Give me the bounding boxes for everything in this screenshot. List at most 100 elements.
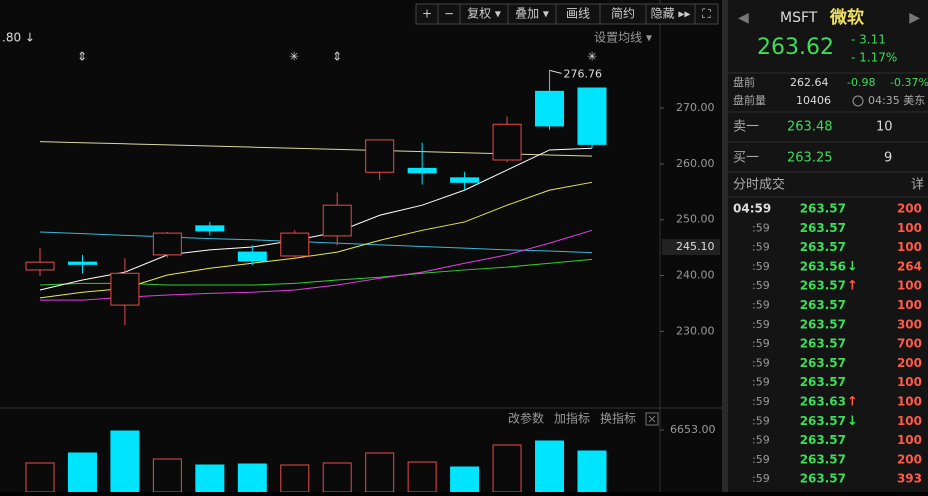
trade-time: :59 <box>752 279 770 292</box>
trade-vol: 100 <box>897 279 922 293</box>
trade-vol: 100 <box>897 375 922 389</box>
change-pct: - 1.17% <box>851 51 897 65</box>
toolbar-button-label[interactable]: − <box>444 7 454 21</box>
trade-arrow: ↓ <box>847 259 858 274</box>
indicator-button[interactable]: 换指标 <box>600 411 636 426</box>
indicator-close[interactable] <box>645 412 659 426</box>
candle-body <box>365 139 395 173</box>
next-arrow[interactable]: ▶ <box>909 10 920 26</box>
trade-time: :59 <box>752 318 770 331</box>
toolbar-button-label[interactable]: 叠加 ▾ <box>515 7 549 21</box>
symbol: MSFT <box>780 10 818 26</box>
ma-label: .80 ↓ <box>2 31 35 45</box>
trade-vol: 300 <box>897 317 922 331</box>
candle-body <box>110 272 140 306</box>
volume-bar <box>535 440 565 493</box>
ask-vol: 10 <box>876 120 893 135</box>
y-tick-label: 270.00 <box>676 101 715 114</box>
pre-price: 262.64 <box>790 76 829 89</box>
event-marker: ✳ <box>289 50 299 64</box>
trade-vol: 100 <box>897 414 922 428</box>
name: 微软 <box>829 7 864 28</box>
trade-time: :59 <box>752 472 770 485</box>
trade-vol: 100 <box>897 395 922 409</box>
pre-vol-label: 盘前量 <box>733 93 766 107</box>
prev-arrow[interactable]: ◀ <box>738 10 749 26</box>
trade-vol: 100 <box>897 221 922 235</box>
volume-bar <box>450 466 480 493</box>
trade-price: 263.57 <box>800 375 846 389</box>
trade-time: :59 <box>752 395 770 408</box>
trade-time: :59 <box>752 414 770 427</box>
candle-body <box>67 261 97 265</box>
trades-title: 分时成交 <box>733 177 785 193</box>
volume-tick-label: 6653.00 <box>670 423 716 436</box>
trade-arrow: ↓ <box>847 414 858 429</box>
candle-body <box>280 232 310 257</box>
volume-bar <box>195 464 225 493</box>
candle-body <box>535 90 565 127</box>
y-tick-label: 240.00 <box>676 269 715 282</box>
trade-time: :59 <box>752 299 770 312</box>
toolbar-button-label[interactable]: 复权 ▾ <box>467 7 501 21</box>
indicator-button[interactable]: 改参数 <box>508 411 544 426</box>
trade-price: 263.57 <box>800 472 846 486</box>
indicator-button[interactable]: 加指标 <box>554 411 590 426</box>
toolbar-button-label[interactable]: + <box>422 7 432 21</box>
trade-price: 263.57 <box>800 202 846 216</box>
trade-time: :59 <box>752 221 770 234</box>
indicator-close-x <box>648 415 656 423</box>
bid-vol: 9 <box>884 151 892 166</box>
candle-body <box>407 167 437 174</box>
trade-price: 263.56 <box>800 259 846 273</box>
y-tick-label: 250.00 <box>676 213 715 226</box>
trade-vol: 100 <box>897 240 922 254</box>
volume-bar <box>577 450 607 493</box>
current-price-box <box>662 239 720 256</box>
toolbar-button-label[interactable]: 画线 <box>566 7 590 21</box>
ma-settings[interactable]: 设置均线 ▾ <box>594 31 652 45</box>
trade-price: 263.57 <box>800 221 846 235</box>
volume-bar <box>322 462 352 493</box>
splitter <box>722 0 728 492</box>
trade-price: 263.57 <box>800 298 846 312</box>
quote-dividers <box>728 72 928 198</box>
change: - 3.11 <box>851 33 886 47</box>
pre-label: 盘前 <box>733 75 755 89</box>
y-tick-label: 260.00 <box>676 157 715 170</box>
trade-vol: 200 <box>897 452 922 466</box>
toolbar-button[interactable] <box>694 3 719 25</box>
bid-label: 买一 <box>733 151 759 166</box>
candle-body <box>25 261 55 271</box>
candle-body <box>237 251 267 262</box>
trades-detail[interactable]: 详 <box>911 178 924 193</box>
toolbar-button-label[interactable]: 隐藏 ▸▸ <box>651 7 691 21</box>
price: 263.62 <box>757 35 834 60</box>
candle-body <box>152 232 182 256</box>
trade-price: 263.57 <box>800 414 846 428</box>
pre-pct: -0.37% <box>890 76 928 89</box>
volume-bar <box>25 462 55 493</box>
trade-price: 263.63 <box>800 395 846 409</box>
trade-time: 04:59 <box>733 202 771 216</box>
trade-time: :59 <box>752 376 770 389</box>
pre-change: -0.98 <box>847 76 875 89</box>
trade-price: 263.57 <box>800 317 846 331</box>
event-marker: ⇕ <box>332 50 342 64</box>
toolbar-button-label[interactable]: 简约 <box>611 6 635 21</box>
volume-bar <box>280 464 310 493</box>
ask-label: 卖一 <box>733 120 759 135</box>
bid-price: 263.25 <box>787 151 833 166</box>
pre-time: 04:35 美东 <box>868 94 925 107</box>
trade-vol: 200 <box>897 202 922 216</box>
high-pointer <box>549 69 562 74</box>
volume-bar <box>152 458 182 493</box>
pre-vol: 10406 <box>796 94 831 107</box>
event-marker: ⇕ <box>77 50 87 64</box>
clock-icon <box>852 95 864 107</box>
toolbar-button-label[interactable]: ⛶ <box>701 7 711 21</box>
trade-price: 263.57 <box>800 337 846 351</box>
trade-time: :59 <box>752 453 770 466</box>
